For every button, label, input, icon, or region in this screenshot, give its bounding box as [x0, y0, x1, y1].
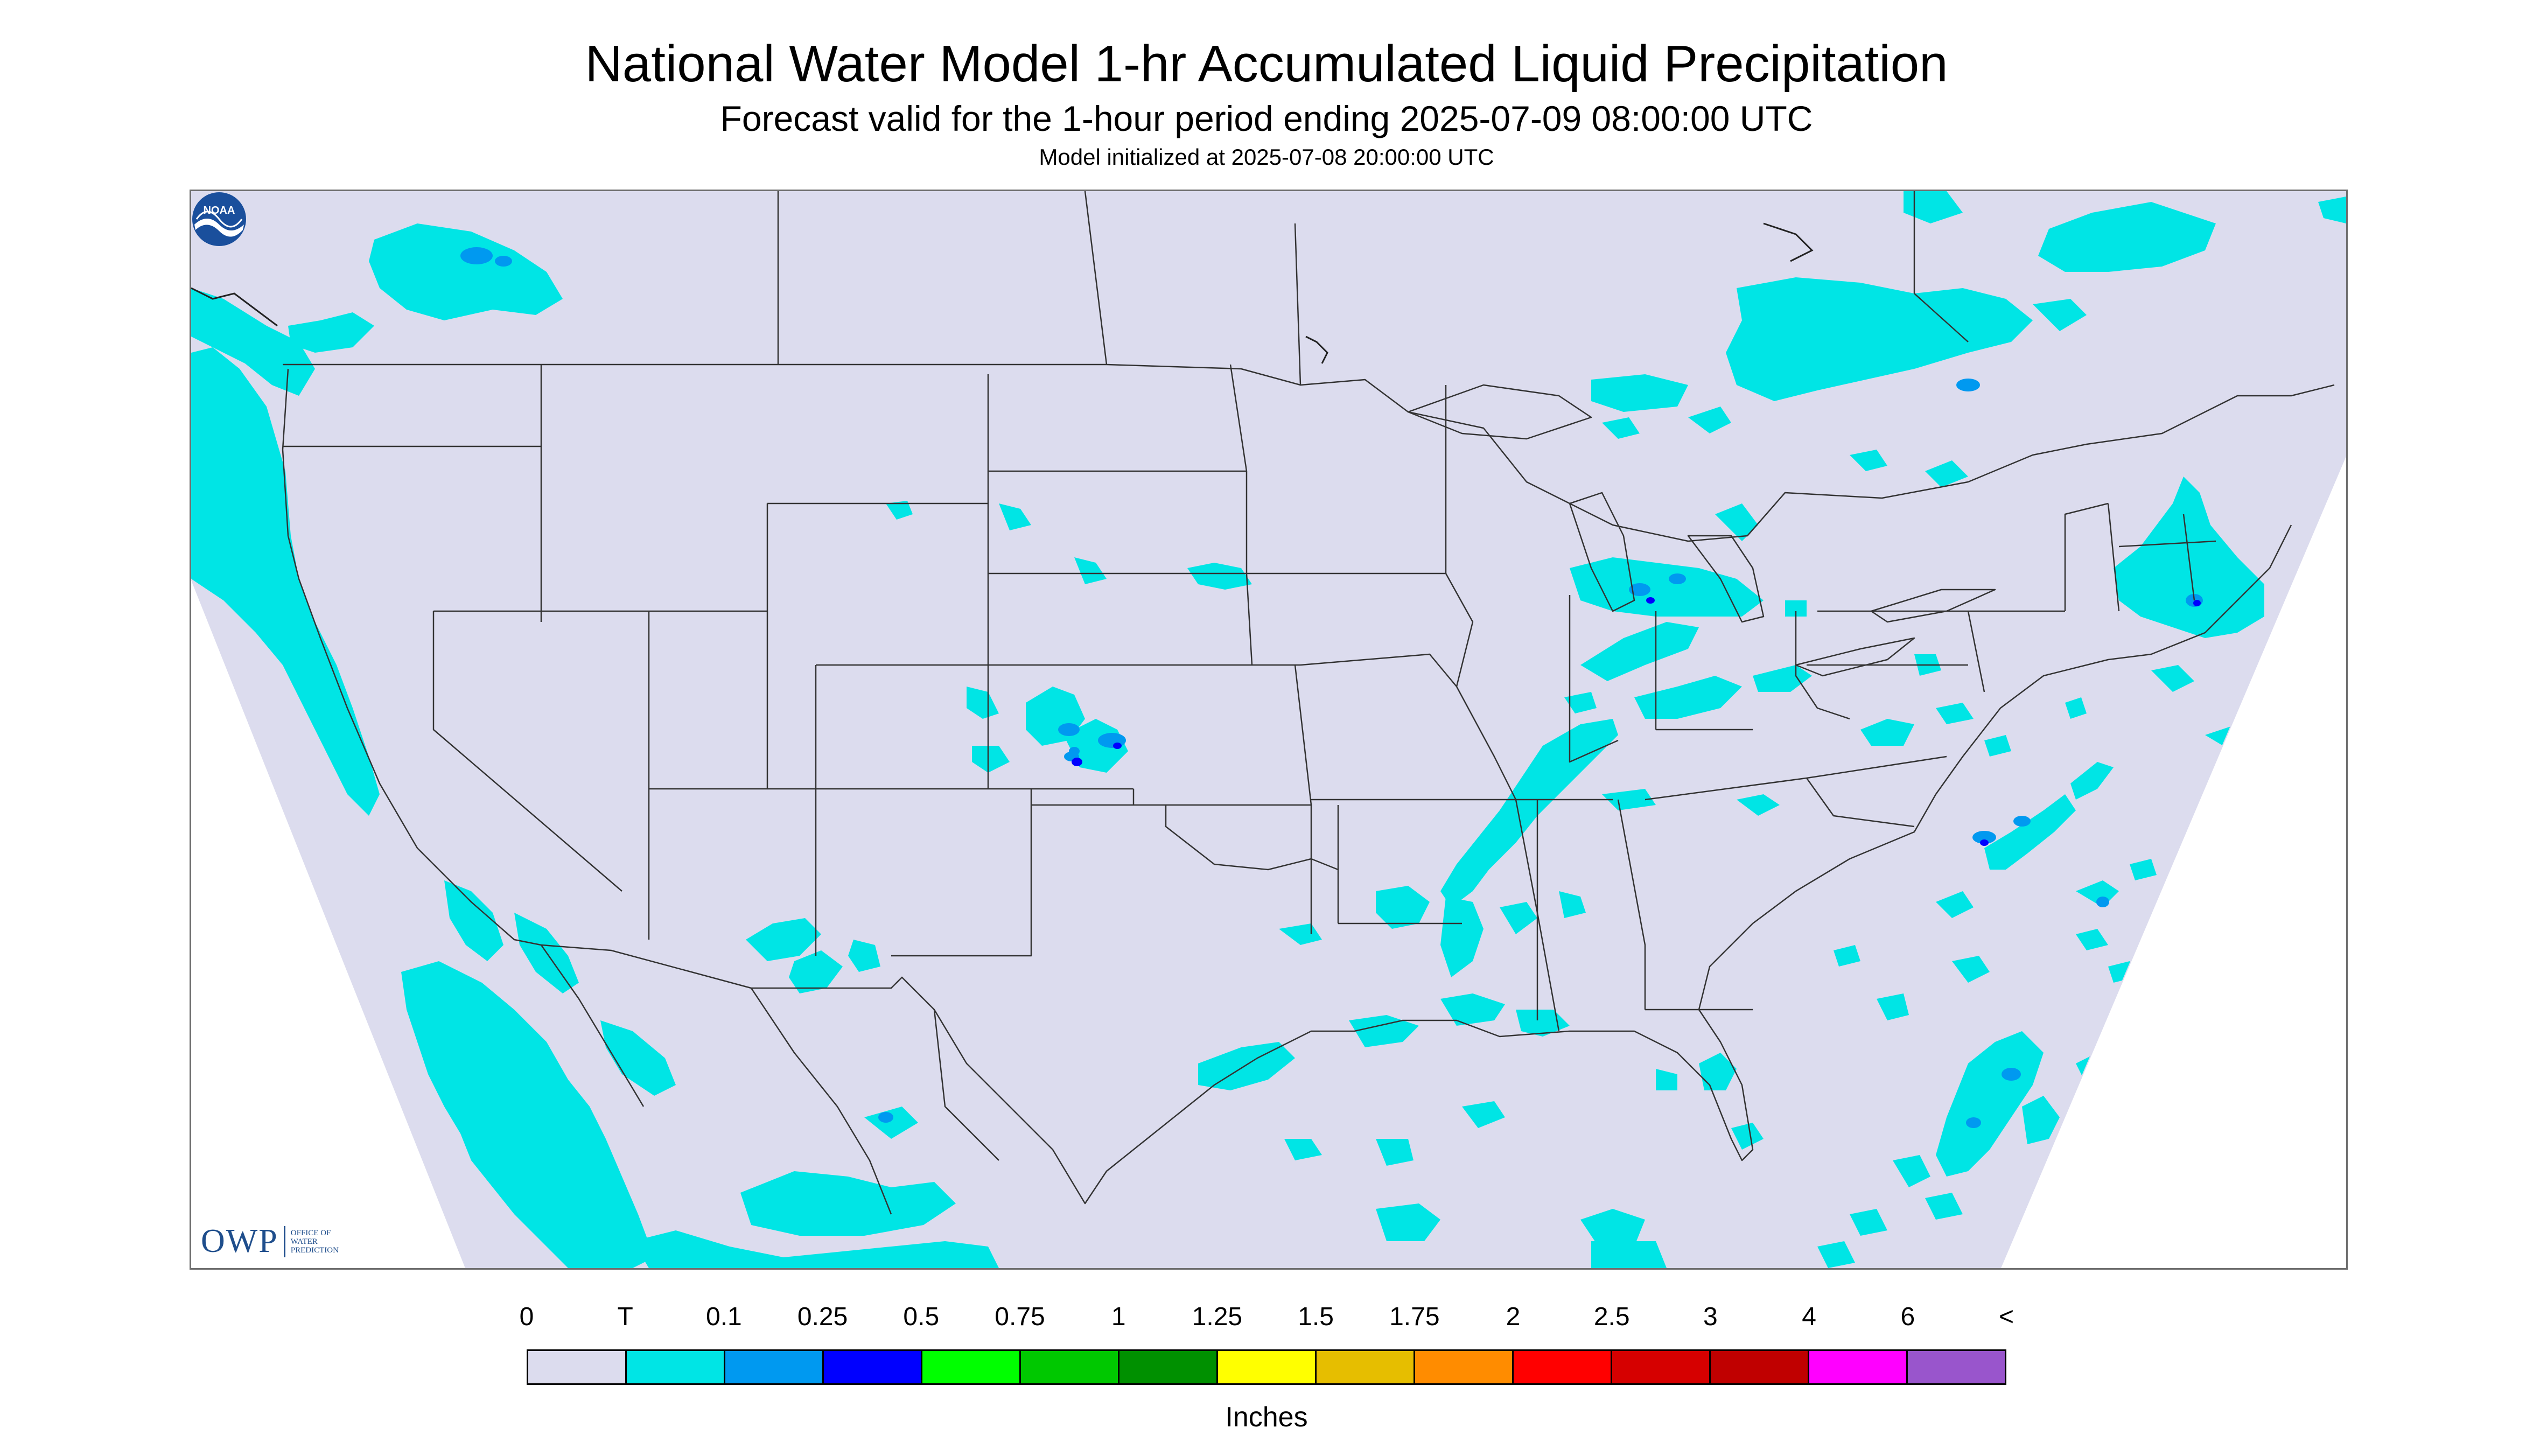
legend-label: <: [1998, 1303, 2014, 1331]
legend-labels: 0 T 0.1 0.25 0.5 0.75 1 1.25 1.5 1.75 2 2.5 3 4 6 <: [0, 1302, 2533, 1334]
legend-swatch: [528, 1351, 627, 1383]
noaa-text: NOAA: [204, 205, 235, 216]
legend-label: 4: [1802, 1303, 1816, 1331]
legend-swatch: [1711, 1351, 1809, 1383]
legend-label: 0.25: [797, 1303, 848, 1331]
precipitation-map: OWP OFFICE OF WATER PREDICTION NOAA: [190, 190, 2348, 1270]
noaa-logo-icon: NOAA: [192, 192, 246, 246]
legend-swatch: [1218, 1351, 1317, 1383]
legend-swatch: [922, 1351, 1021, 1383]
legend-swatch: [1415, 1351, 1514, 1383]
legend-label: 0.75: [995, 1303, 1045, 1331]
model-domain: [191, 191, 2346, 1268]
precip-trace-areas: [191, 191, 2346, 1268]
legend-swatch: [725, 1351, 824, 1383]
precip-dark-blue-pockets: [1072, 597, 2201, 846]
forecast-valid-subtitle: Forecast valid for the 1-hour period end…: [720, 99, 1813, 138]
owp-divider: [283, 1226, 285, 1257]
legend-swatch: [1809, 1351, 1908, 1383]
legend-swatch: [1612, 1351, 1711, 1383]
legend-swatch: [1119, 1351, 1218, 1383]
owp-letters: OWP: [201, 1223, 278, 1259]
legend-label: 6: [1900, 1303, 1915, 1331]
precip-light-blue-pockets: [460, 247, 2203, 1128]
coastline-details: [191, 222, 1814, 364]
legend-swatch: [627, 1351, 725, 1383]
owp-name: OFFICE OF WATER PREDICTION: [290, 1228, 339, 1255]
legend-swatch: [1317, 1351, 1415, 1383]
legend-swatch: [1021, 1351, 1119, 1383]
legend-label: 0.5: [903, 1303, 940, 1331]
legend-label: 3: [1703, 1303, 1718, 1331]
political-boundaries: [282, 191, 2335, 1215]
legend-label: 1.5: [1298, 1303, 1334, 1331]
header: National Water Model 1-hr Accumulated Li…: [0, 32, 2533, 173]
legend-label: 0.1: [706, 1303, 742, 1331]
legend-units: Inches: [1225, 1402, 1308, 1433]
legend-swatch: [1514, 1351, 1612, 1383]
color-legend: [527, 1349, 2006, 1385]
legend-label: 1.25: [1192, 1303, 1243, 1331]
owp-logo: OWP OFFICE OF WATER PREDICTION: [201, 1222, 350, 1261]
legend-label: 0: [519, 1303, 534, 1331]
legend-label: 2: [1506, 1303, 1521, 1331]
map-title: National Water Model 1-hr Accumulated Li…: [585, 35, 1948, 93]
legend-label: 1: [1111, 1303, 1126, 1331]
legend-label: 2.5: [1593, 1303, 1630, 1331]
legend-label: 1.75: [1389, 1303, 1440, 1331]
legend-swatch: [1908, 1351, 2005, 1383]
legend-label: T: [617, 1303, 633, 1331]
map-canvas: [191, 191, 2346, 1268]
legend-swatch: [824, 1351, 922, 1383]
model-init-text: Model initialized at 2025-07-08 20:00:00…: [1039, 144, 1494, 170]
